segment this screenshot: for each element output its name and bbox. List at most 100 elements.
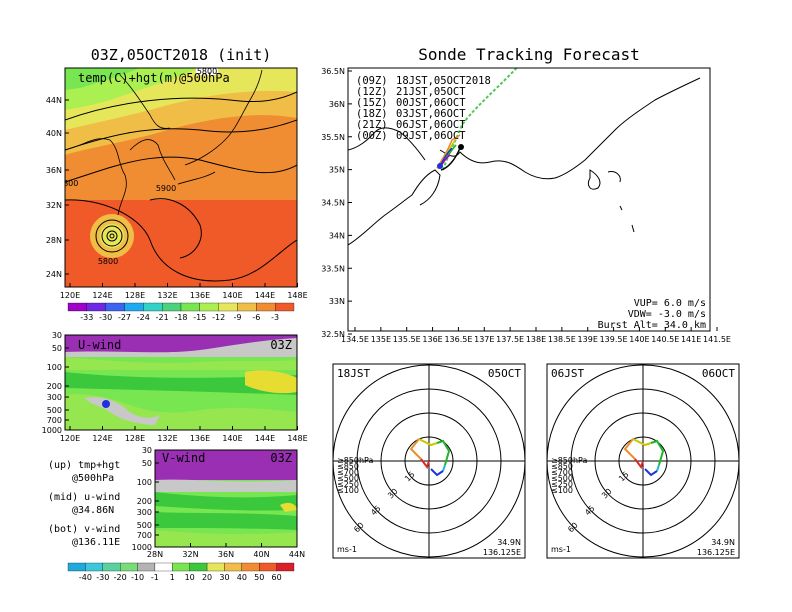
track-lat-label: 35.5N [321,133,345,142]
hodograph-trace [650,439,665,466]
track-lon-label: 141E [681,335,701,344]
track-legend-text: 09JST,06OCT [396,130,466,142]
uwind-lon-label: 128E [125,434,145,443]
map-lat-label: 24N [46,270,62,279]
wind-colorbar-tick: 40 [237,573,247,582]
track-legend-tag: (09Z) [356,75,388,87]
wind-colorbar-swatch [67,562,86,572]
temp-colorbar-swatch [105,302,125,312]
track-legend-text: 03JST,06OCT [396,108,466,120]
track-lat-label: 36.5N [321,67,345,76]
hodograph-trace [442,464,446,472]
temp-colorbar-swatch [199,302,219,312]
track-lat-label: 33.5N [321,264,345,273]
wind-colorbar-swatch [189,562,208,572]
uwind-frame [64,334,298,431]
map-lat-label: 32N [46,201,62,210]
uwind-pressure-label: 50 [52,344,62,353]
temp-colorbar-swatch [218,302,238,312]
hodograph-trace [632,438,652,447]
track-frame [347,67,711,332]
track-lon-label: 136.5E [444,335,472,344]
wind-colorbar-tick: 20 [202,573,212,582]
hodograph-trace [644,468,658,477]
map-lon-label: 140E [222,291,242,300]
panel-notes: (up) tmp+hgt @500hPa (mid) u-wind @34.86… [48,460,120,548]
temp-colorbar-tick: -3 [271,313,279,322]
wind-colorbar-tick: 1 [170,573,175,582]
map-lon-label: 132E [157,291,177,300]
hodograph-level-label: ≤500 [551,474,573,483]
note-bot: (bot) v-wind [48,524,120,535]
track-lat-label: 36N [329,100,345,109]
track-legend-text: 06JST,06OCT [396,119,466,131]
hodograph-lat: 34.9N [497,538,521,547]
hodograph-trace [420,458,430,470]
map-frame [64,67,298,288]
track-lon-label: 139.5E [600,335,628,344]
wind-colorbar-swatch [241,562,260,572]
vwind-lat-label: 32N [182,550,198,559]
uwind-plot [65,335,297,430]
temp-colorbar-tick: -6 [252,313,260,322]
track-lon-label: 137E [474,335,494,344]
uwind-pressure-label: 200 [47,382,62,391]
hodograph-date: 06OCT [702,367,735,380]
wind-colorbar-swatch [85,562,103,572]
track-lat-label: 34N [329,231,345,240]
track-title: Sonde Tracking Forecast [418,45,640,64]
map-lon-label: 128E [125,291,145,300]
map-lon-label: 144E [255,291,275,300]
track-legend-tag: (21Z) [356,119,388,131]
track-lon-label: 134.5E [341,335,369,344]
track-plot [348,68,710,331]
vwind-lat-label: 36N [218,550,234,559]
temp-colorbar-tick: -21 [156,313,169,322]
track-lon-ticks: 134.5E 135E 135.5E 136E 136.5E 137E 137.5E 138E… [341,327,731,344]
hodograph-trace [634,458,644,470]
map-field-label: temp(C)+hgt(m)@500hPa [78,71,230,85]
track-lat-label: 35N [329,166,345,175]
hodograph-lon: 136.125E [697,548,735,557]
note-bot2: @136.11E [72,537,120,548]
vwind-lat-label: 28N [147,550,163,559]
contour-label: 5900 [156,184,176,193]
track-lon-label: 140E [629,335,649,344]
uwind-lon-label: 140E [222,434,242,443]
vwind-pressure-label: 1000 [132,543,152,552]
map-lon-label: 120E [60,291,80,300]
hodograph-lat: 34.9N [711,538,735,547]
wind-colorbar-tick: -1 [151,573,159,582]
uwind-lon-label: 124E [92,434,112,443]
vwind-pressure-label: 30 [142,446,152,455]
temp-colorbar-tick: -9 [234,313,242,322]
track-lon-label: 141.5E [703,335,731,344]
hodograph-level-label: ≤850 [337,462,359,471]
track-legend-tag: (15Z) [356,97,388,109]
wind-colorbar-swatch [120,562,138,572]
track-lon-label: 135.5E [393,335,421,344]
uwind-lon-label: 136E [190,434,210,443]
temp-colorbar-swatch [86,302,106,312]
hodograph-trace [430,468,444,477]
uwind-time: 03Z [270,338,292,352]
wind-colorbar-swatch [137,562,156,572]
hodograph-trace [623,438,636,460]
temp-colorbar-swatch [143,302,163,312]
track-vdw: VDW= -3.0 m/s [628,309,706,320]
uwind-pressure-label: 1000 [42,426,62,435]
temp-colorbar-tick: -18 [174,313,187,322]
hodograph-level-label: ≤500 [337,474,359,483]
vwind-pressure-label: 500 [137,521,152,530]
note-mid2: @34.86N [72,505,114,516]
hodograph-unit: ms-1 [337,545,357,554]
wind-colorbar-swatch [259,562,277,572]
track-lon-label: 138E [526,335,546,344]
wind-colorbar-tick: 10 [185,573,195,582]
map-lat-ticks: 44N 40N 36N 32N 28N 24N [46,96,69,279]
hodograph-date: 05OCT [488,367,521,380]
map-lat-label: 44N [46,96,62,105]
